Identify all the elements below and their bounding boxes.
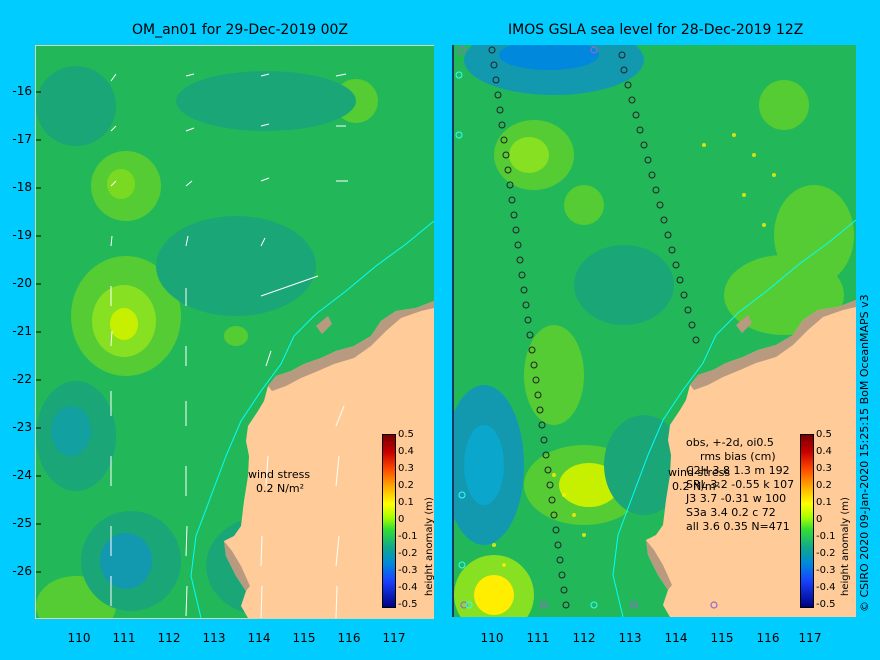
lat-label: -17 <box>12 132 32 146</box>
lat-label: -24 <box>12 468 32 482</box>
lat-label: -21 <box>12 324 32 338</box>
colorbar-tick: -0.4 <box>816 582 836 593</box>
wind-stress-unit-left: 0.2 N/m² <box>256 482 305 495</box>
obs-stats-header: obs, +-2d, oi0.5 <box>686 436 774 449</box>
colorbar-title: height anomaly (m) <box>424 497 435 596</box>
wind-stress-label-left: wind stress <box>248 468 311 481</box>
lon-label: 115 <box>710 631 734 645</box>
lon-label: 110 <box>480 631 504 645</box>
colorbar-tick: 0 <box>398 514 405 525</box>
colorbar-tick: 0.4 <box>816 446 832 457</box>
colorbar-title: height anomaly (m) <box>840 497 851 596</box>
lon-label: 115 <box>292 631 316 645</box>
colorbar-tick: -0.1 <box>398 531 418 542</box>
colorbar-tick: -0.5 <box>816 599 836 610</box>
lat-label: -20 <box>12 276 32 290</box>
observation-map-panel <box>452 45 856 617</box>
colorbar-tick: 0.1 <box>816 497 832 508</box>
obs-stats-row: SRL 3.2 -0.55 k 107 <box>686 478 795 491</box>
colorbar-tick: 0.5 <box>816 429 832 440</box>
wind-stress-label-right: wind stress <box>668 466 731 479</box>
lat-label: -25 <box>12 516 32 530</box>
colorbar-tick: 0.5 <box>398 429 414 440</box>
lon-label: 111 <box>526 631 550 645</box>
colorbar-tick: -0.2 <box>398 548 418 559</box>
colorbar-tick: 0.3 <box>398 463 414 474</box>
lon-label: 112 <box>572 631 596 645</box>
lon-label: 110 <box>67 631 91 645</box>
obs-stats-row: C2H 3.8 1.3 m 192 <box>686 464 790 477</box>
right-map-title: IMOS GSLA sea level for 28-Dec-2019 12Z <box>508 22 804 38</box>
lat-label: -26 <box>12 564 32 578</box>
credit-text: © CSIRO 2020 09-Jan-2020 15:25:15 BoM Oc… <box>858 294 871 612</box>
colorbar-left <box>382 434 396 608</box>
colorbar-tick: 0.3 <box>816 463 832 474</box>
obs-stats-row: J3 3.7 -0.31 w 100 <box>686 492 787 505</box>
observation-map-svg <box>454 45 856 617</box>
model-map-panel <box>35 45 434 619</box>
lat-label: -18 <box>12 180 32 194</box>
lon-label: 113 <box>618 631 642 645</box>
lon-label: 116 <box>337 631 361 645</box>
lat-label: -23 <box>12 420 32 434</box>
lon-label: 116 <box>756 631 780 645</box>
lat-label: -19 <box>12 228 32 242</box>
colorbar-tick: 0.2 <box>816 480 832 491</box>
colorbar-tick: 0.1 <box>398 497 414 508</box>
colorbar-tick: -0.2 <box>816 548 836 559</box>
lat-label: -16 <box>12 84 32 98</box>
colorbar-tick: -0.3 <box>816 565 836 576</box>
lon-label: 117 <box>382 631 406 645</box>
colorbar-tick: 0.2 <box>398 480 414 491</box>
colorbar-tick: 0 <box>816 514 823 525</box>
colorbar-tick: -0.3 <box>398 565 418 576</box>
colorbar-tick: -0.5 <box>398 599 418 610</box>
obs-stats-columns: rms bias (cm) <box>700 450 776 463</box>
model-map-svg <box>36 46 434 618</box>
colorbar-right <box>800 434 814 608</box>
lon-label: 112 <box>157 631 181 645</box>
colorbar-tick: -0.1 <box>816 531 836 542</box>
lon-label: 113 <box>202 631 226 645</box>
colorbar-tick: -0.4 <box>398 582 418 593</box>
obs-stats-block: obs, +-2d, oi0.5 rms bias (cm) C2H 3.8 1… <box>686 436 794 534</box>
wind-stress-unit-right: 0.2 N/m² <box>672 480 721 493</box>
obs-stats-row: S3a 3.4 0.2 c 72 <box>686 506 776 519</box>
lon-label: 117 <box>798 631 822 645</box>
lon-label: 114 <box>247 631 271 645</box>
left-map-title: OM_an01 for 29-Dec-2019 00Z <box>132 22 349 38</box>
lon-label: 111 <box>112 631 136 645</box>
lat-label: -22 <box>12 372 32 386</box>
lon-label: 114 <box>664 631 688 645</box>
colorbar-tick: 0.4 <box>398 446 414 457</box>
obs-stats-row: all 3.6 0.35 N=471 <box>686 520 790 533</box>
